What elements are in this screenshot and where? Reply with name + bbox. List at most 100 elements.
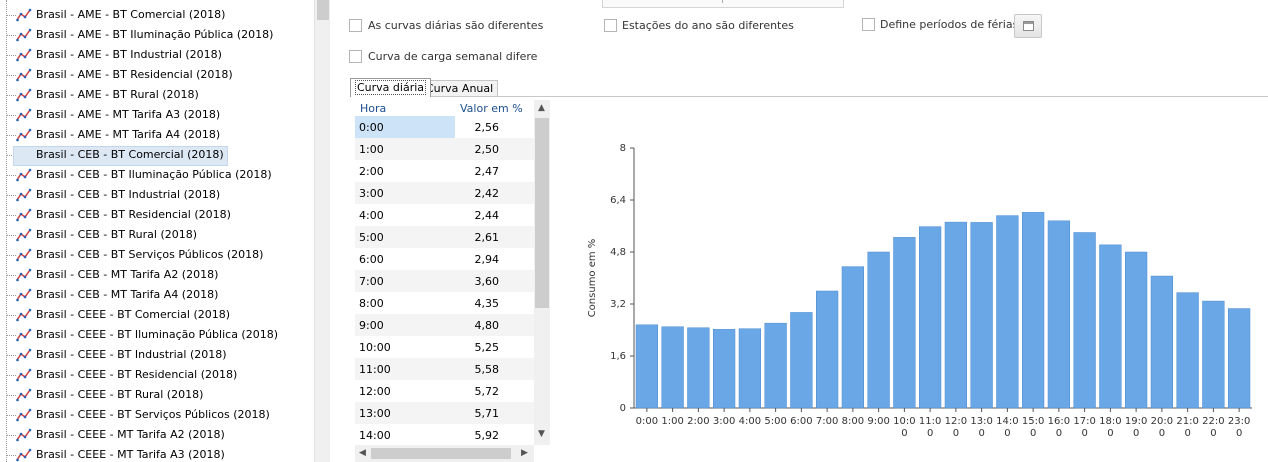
- tree-item[interactable]: Brasil - CEEE - BT Residencial (2018): [0, 365, 300, 385]
- table-row[interactable]: 12:00 5,72: [355, 380, 535, 402]
- tree-scrollbar-thumb[interactable]: [317, 0, 329, 20]
- table-row[interactable]: 4:00 2,44: [355, 204, 535, 226]
- value-cell[interactable]: 2,44: [474, 209, 500, 222]
- table-row[interactable]: 11:00 5,58: [355, 358, 535, 380]
- vacation-periods-button[interactable]: [1014, 14, 1042, 38]
- tree-item[interactable]: Brasil - CEEE - BT Iluminação Pública (2…: [0, 325, 300, 345]
- tree-scrollbar[interactable]: [314, 0, 330, 462]
- tree-item[interactable]: Brasil - CEEE - BT Serviços Públicos (20…: [0, 405, 300, 425]
- vacation-periods-checkbox[interactable]: [862, 18, 875, 31]
- table-row[interactable]: 2:00 2,47: [355, 160, 535, 182]
- value-cell[interactable]: 5,71: [474, 407, 500, 420]
- hour-cell[interactable]: 2:00: [359, 165, 384, 178]
- tree-item[interactable]: Brasil - AME - MT Tarifa A4 (2018): [0, 125, 300, 145]
- table-row[interactable]: 0:00 2,56: [355, 116, 535, 138]
- tree-item[interactable]: Brasil - CEEE - BT Rural (2018): [0, 385, 300, 405]
- tree-item-label: Brasil - CEB - BT Rural (2018): [36, 228, 198, 241]
- tree-item[interactable]: Brasil - AME - BT Iluminação Pública (20…: [0, 25, 300, 45]
- tree-item-label: Brasil - CEEE - BT Industrial (2018): [36, 348, 227, 361]
- value-cell[interactable]: 4,80: [474, 319, 500, 332]
- value-cell[interactable]: 2,50: [474, 143, 500, 156]
- hour-cell[interactable]: 5:00: [359, 231, 384, 244]
- tree-item-label: Brasil - CEEE - BT Comercial (2018): [36, 308, 231, 321]
- hour-cell[interactable]: 6:00: [359, 253, 384, 266]
- value-cell[interactable]: 5,92: [474, 429, 500, 442]
- tree-item[interactable]: Brasil - CEB - MT Tarifa A4 (2018): [0, 285, 300, 305]
- table-row[interactable]: 8:00 4,35: [355, 292, 535, 314]
- tree-item[interactable]: Brasil - CEEE - MT Tarifa A2 (2018): [0, 425, 300, 445]
- tree-item[interactable]: Brasil - CEEE - BT Industrial (2018): [0, 345, 300, 365]
- grid-horizontal-scrollbar[interactable]: ◀ ▶: [355, 445, 534, 462]
- value-cell[interactable]: 2,94: [474, 253, 500, 266]
- chart-bar: [764, 322, 787, 409]
- column-header-hour[interactable]: Hora: [360, 102, 387, 115]
- value-cell[interactable]: 5,72: [474, 385, 500, 398]
- table-row[interactable]: 10:00 5,25: [355, 336, 535, 358]
- tree-item[interactable]: Brasil - AME - MT Tarifa A3 (2018): [0, 105, 300, 125]
- value-cell[interactable]: 5,58: [474, 363, 500, 376]
- table-row[interactable]: 14:00 5,92: [355, 424, 535, 446]
- table-row[interactable]: 6:00 2,94: [355, 248, 535, 270]
- tree-connector-line: [6, 415, 16, 416]
- tree-item[interactable]: Brasil - CEB - BT Iluminação Pública (20…: [0, 165, 300, 185]
- hour-cell[interactable]: 8:00: [359, 297, 384, 310]
- weekly-curve-differs-checkbox[interactable]: [349, 50, 362, 63]
- value-cell[interactable]: 5,25: [474, 341, 500, 354]
- tree-item[interactable]: Brasil - AME - BT Industrial (2018): [0, 45, 300, 65]
- scroll-left-icon[interactable]: ◀: [359, 448, 366, 458]
- table-row[interactable]: 1:00 2,50: [355, 138, 535, 160]
- hour-cell[interactable]: 11:00: [359, 363, 391, 376]
- tab-daily-curve[interactable]: Curva diária: [350, 78, 432, 97]
- profile-tree[interactable]: Brasil - AME - BT Comercial (2018) Brasil…: [0, 0, 330, 462]
- seasons-differ-checkbox[interactable]: [604, 19, 617, 32]
- tab-annual-curve[interactable]: Curva Anual: [421, 80, 499, 97]
- grid-horizontal-scrollbar-thumb[interactable]: [371, 448, 511, 459]
- hour-cell[interactable]: 3:00: [359, 187, 384, 200]
- table-row[interactable]: 3:00 2,42: [355, 182, 535, 204]
- value-cell[interactable]: 3,60: [474, 275, 500, 288]
- hour-cell[interactable]: 7:00: [359, 275, 384, 288]
- hour-cell[interactable]: 4:00: [359, 209, 384, 222]
- hourly-values-grid[interactable]: Hora Valor em % 0:00 2,56 1:00 2,50 2:00 2,47…: [355, 100, 550, 462]
- value-cell[interactable]: 2,42: [474, 187, 500, 200]
- scroll-down-icon[interactable]: ▼: [538, 429, 545, 439]
- grid-vertical-scrollbar[interactable]: ▲ ▼: [534, 100, 550, 445]
- hour-cell[interactable]: 1:00: [359, 143, 384, 156]
- daily-curves-differ-checkbox[interactable]: [349, 19, 362, 32]
- hour-cell[interactable]: 9:00: [359, 319, 384, 332]
- tree-item[interactable]: Brasil - AME - BT Comercial (2018): [0, 5, 300, 25]
- tree-item[interactable]: Brasil - CEEE - BT Comercial (2018): [0, 305, 300, 325]
- tree-item[interactable]: Brasil - CEB - MT Tarifa A2 (2018): [0, 265, 300, 285]
- hour-cell[interactable]: 13:00: [359, 407, 391, 420]
- hour-cell[interactable]: 12:00: [359, 385, 391, 398]
- scroll-right-icon[interactable]: ▶: [521, 448, 528, 458]
- value-cell[interactable]: 2,47: [474, 165, 500, 178]
- hour-cell[interactable]: 0:00: [359, 121, 384, 134]
- tree-item[interactable]: Brasil - CEEE - MT Tarifa A3 (2018): [0, 445, 300, 462]
- tree-item[interactable]: Brasil - CEB - BT Residencial (2018): [0, 205, 300, 225]
- top-dropdown-field[interactable]: |: [602, 0, 844, 8]
- tree-item[interactable]: Brasil - CEB - BT Serviços Públicos (201…: [0, 245, 300, 265]
- tree-item[interactable]: Brasil - CEB - BT Rural (2018): [0, 225, 300, 245]
- hour-cell[interactable]: 10:00: [359, 341, 391, 354]
- value-cell[interactable]: 4,35: [474, 297, 500, 310]
- table-row[interactable]: 7:00 3,60: [355, 270, 535, 292]
- tree-connector-line: [6, 55, 16, 56]
- table-row[interactable]: 9:00 4,80: [355, 314, 535, 336]
- tree-item[interactable]: Brasil - CEB - BT Industrial (2018): [0, 185, 300, 205]
- x-tick-label: 19:0: [1125, 416, 1147, 427]
- grid-vertical-scrollbar-thumb[interactable]: [535, 118, 549, 308]
- hour-cell[interactable]: 14:00: [359, 429, 391, 442]
- load-curve-icon: [16, 308, 32, 322]
- table-row[interactable]: 5:00 2,61: [355, 226, 535, 248]
- tree-item[interactable]: Brasil - AME - BT Residencial (2018): [0, 65, 300, 85]
- scroll-up-icon[interactable]: ▲: [538, 103, 545, 113]
- tree-item[interactable]: Brasil - AME - BT Rural (2018): [0, 85, 300, 105]
- column-header-value[interactable]: Valor em %: [460, 102, 523, 115]
- value-cell[interactable]: 2,56: [474, 121, 500, 134]
- tree-item-label: Brasil - AME - BT Iluminação Pública (20…: [36, 28, 274, 41]
- value-cell[interactable]: 2,61: [474, 231, 500, 244]
- table-row[interactable]: 13:00 5,71: [355, 402, 535, 424]
- tree-item[interactable]: Brasil - CEB - BT Comercial (2018): [0, 145, 300, 166]
- chart-bar: [867, 251, 890, 409]
